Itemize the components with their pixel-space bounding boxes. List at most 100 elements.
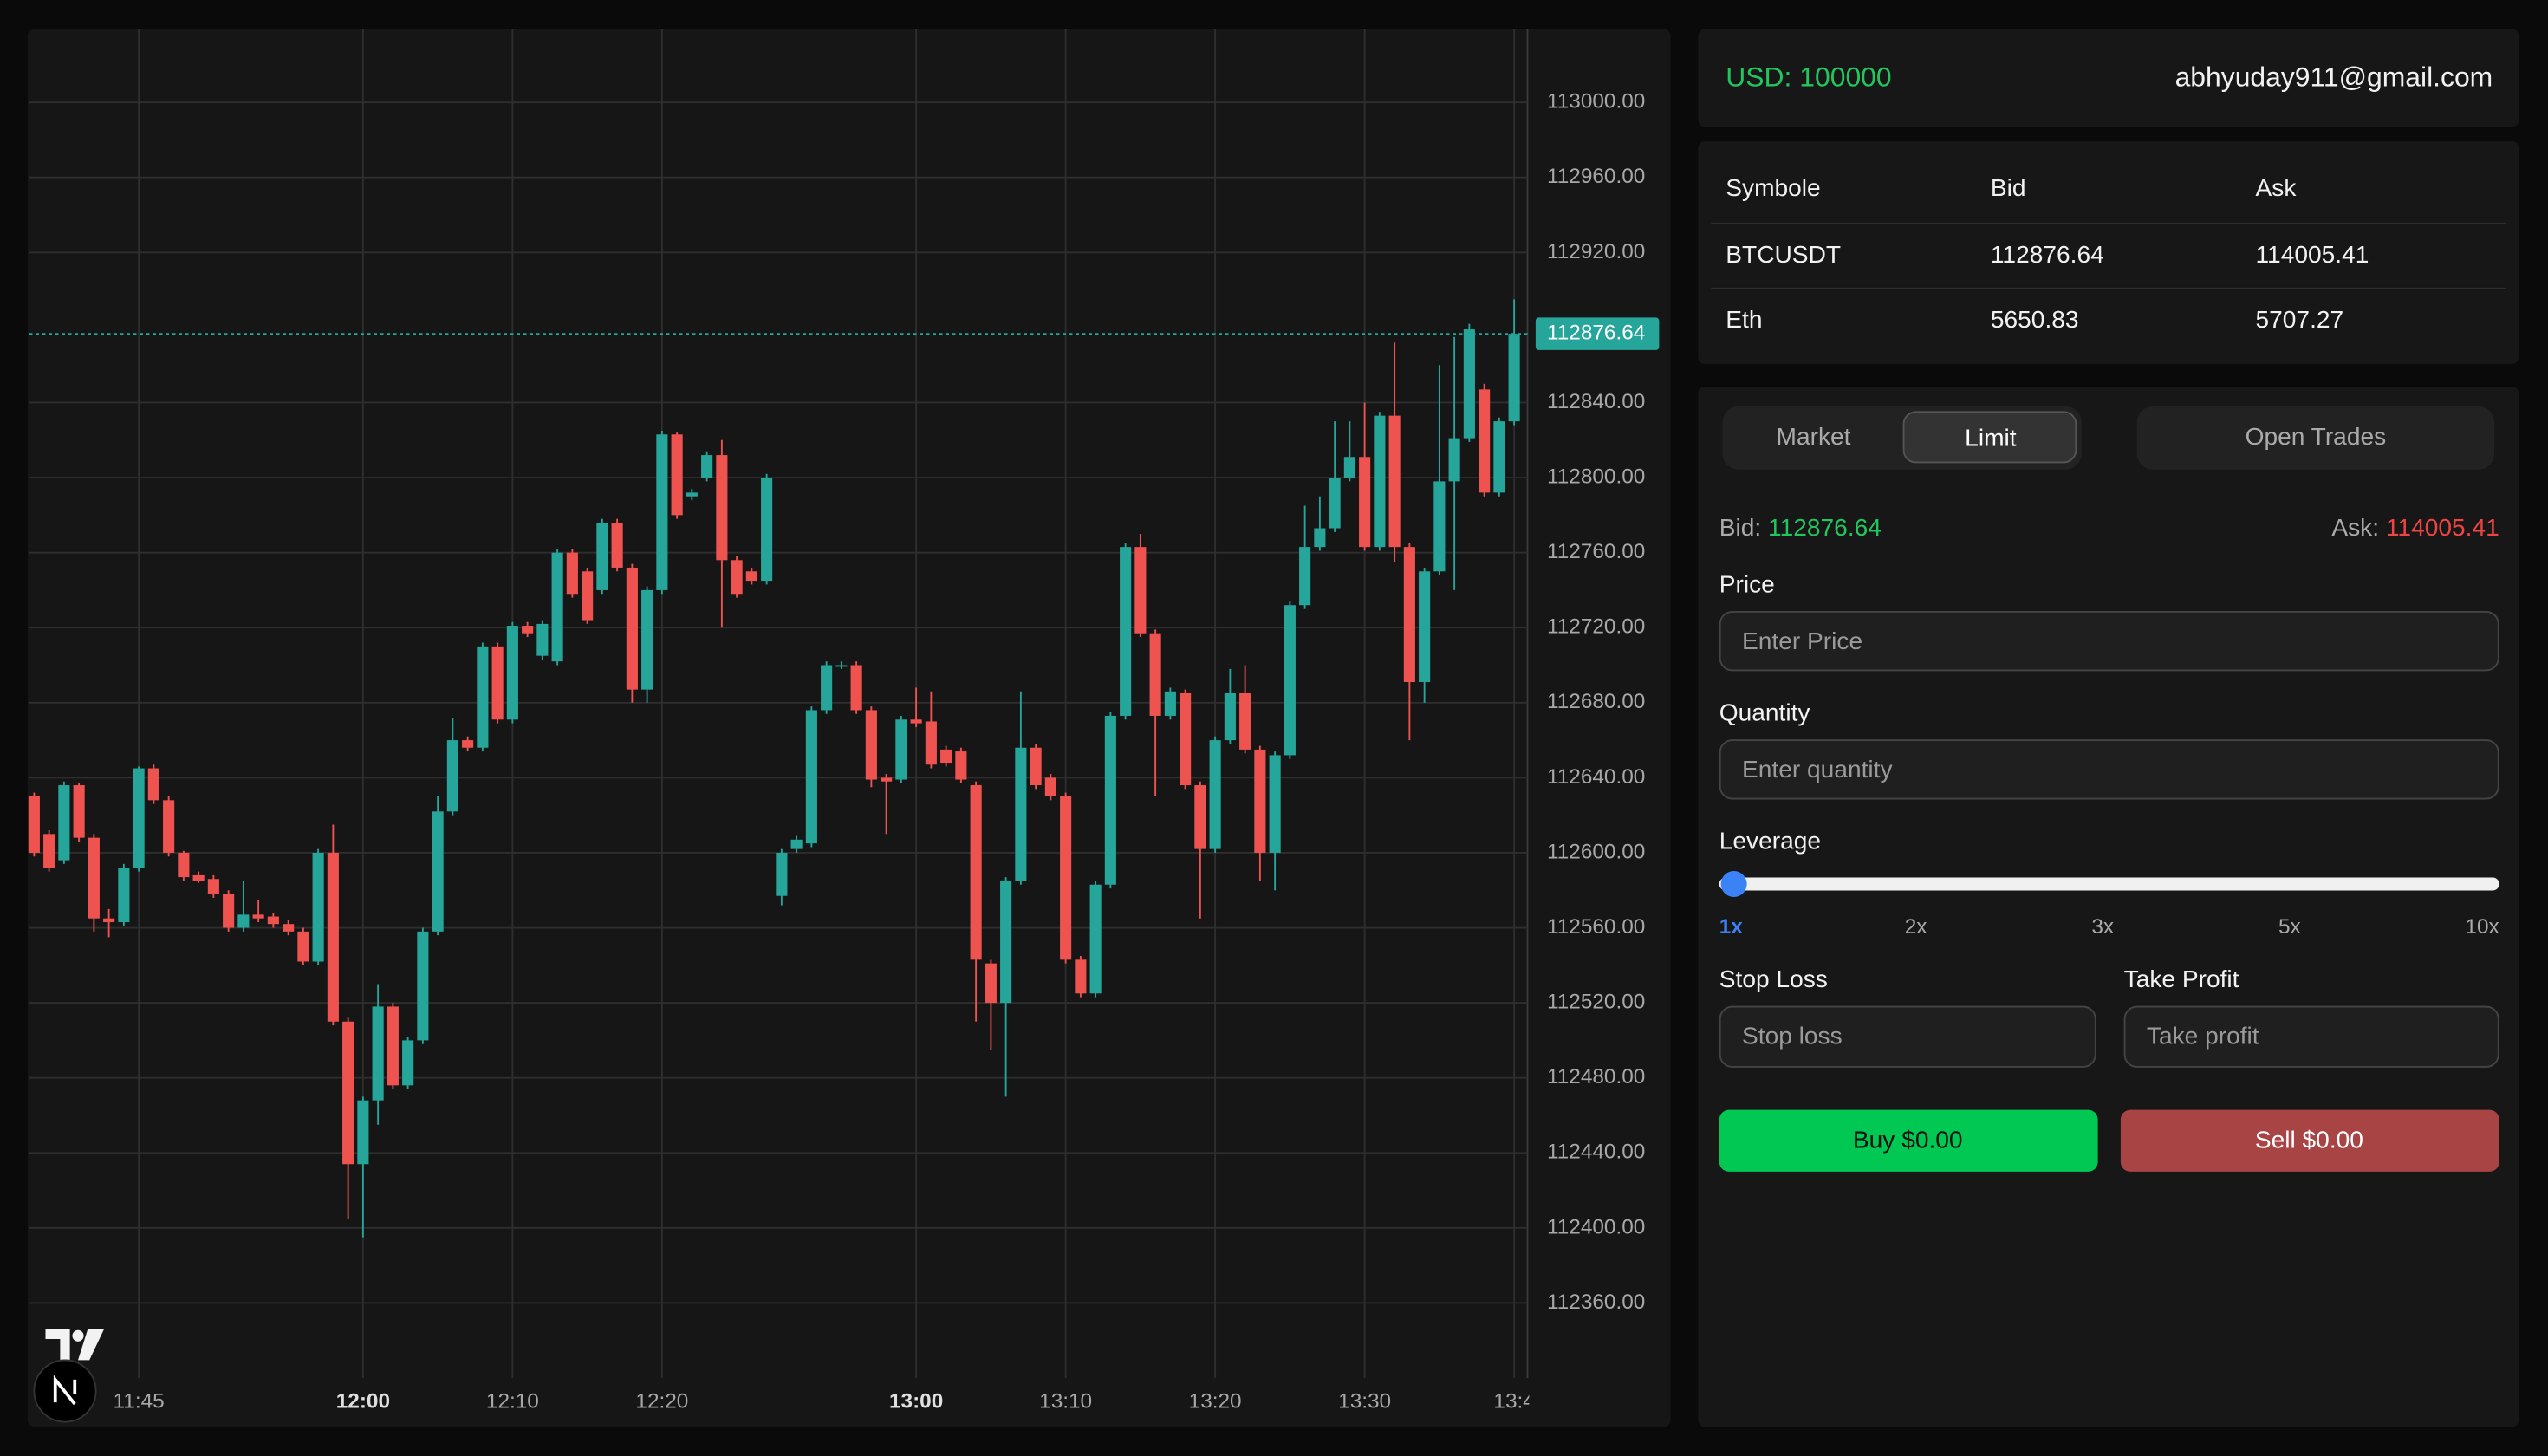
candle-body — [566, 552, 578, 595]
candle-body — [731, 560, 743, 595]
leverage-thumb[interactable] — [1720, 871, 1747, 897]
candle-body — [656, 434, 668, 590]
y-tick-label: 112560.00 — [1547, 915, 1645, 939]
leverage-mark[interactable]: 1x — [1719, 913, 1743, 939]
sell-button[interactable]: Sell $0.00 — [2120, 1109, 2499, 1172]
candle-body — [477, 646, 489, 748]
candle-body — [1194, 785, 1206, 849]
bid: Bid: 112876.64 — [1719, 514, 1882, 542]
tab-label: Market — [1776, 423, 1851, 452]
candle-body — [207, 879, 219, 894]
candle-body — [297, 931, 309, 962]
leverage-track[interactable] — [1719, 877, 2499, 891]
ask-label: Ask: — [2331, 514, 2380, 543]
tradingview-logo — [45, 1329, 104, 1361]
candle-body — [536, 623, 549, 656]
candle-body — [357, 1100, 369, 1165]
price-input[interactable]: Enter Price — [1719, 611, 2499, 672]
y-tick-label: 112800.00 — [1547, 465, 1645, 488]
table-cell[interactable]: BTCUSDT — [1726, 241, 1842, 270]
candle-body — [432, 811, 444, 932]
grid — [29, 29, 1528, 1378]
candle-body — [1134, 547, 1147, 634]
ask: Ask: 114005.41 — [2331, 514, 2499, 542]
buy-button[interactable]: Buy $0.00 — [1719, 1109, 2098, 1172]
candle-body — [192, 874, 205, 881]
candle-body — [446, 740, 458, 812]
table-cell[interactable]: Eth — [1726, 306, 1763, 335]
candle-body — [940, 749, 952, 764]
email: abhyuday911@gmail.com — [2174, 62, 2493, 93]
open-trades-button[interactable]: Open Trades — [2136, 406, 2495, 470]
candle-body — [342, 1021, 354, 1165]
candle-body — [910, 719, 922, 724]
tab[interactable]: Market — [1727, 411, 1900, 463]
y-tick-label: 112920.00 — [1547, 240, 1645, 263]
candle-body — [1359, 457, 1371, 548]
candle-body — [835, 665, 848, 667]
candle-body — [73, 785, 85, 838]
ask-value: 114005.41 — [2385, 514, 2499, 543]
candle-body — [970, 785, 982, 960]
y-tick-label: 112520.00 — [1547, 991, 1645, 1014]
candle-body — [178, 852, 190, 878]
leverage-mark[interactable]: 2x — [1904, 913, 1927, 939]
candle-body — [133, 768, 145, 868]
candle-body — [1164, 691, 1176, 716]
candle-body — [925, 721, 937, 765]
take-profit-input[interactable]: Take profit — [2123, 1005, 2499, 1068]
candle-body — [372, 1006, 384, 1101]
candle-body — [491, 646, 504, 720]
candle-body — [671, 434, 683, 516]
row-divider — [1711, 287, 2506, 289]
candle-body — [1403, 547, 1415, 682]
candle-body — [1479, 389, 1491, 493]
candle-body — [147, 768, 159, 801]
candle-body — [1329, 478, 1341, 529]
y-tick-label: 112640.00 — [1547, 765, 1645, 789]
tab[interactable]: Limit — [1902, 411, 2077, 464]
y-tick-label: 112760.00 — [1547, 540, 1645, 563]
x-tick-label: 11:45 — [114, 1390, 165, 1414]
candle-body — [1089, 884, 1102, 994]
table-cell: 114005.41 — [2255, 241, 2369, 270]
candle-body — [1149, 633, 1161, 716]
candle-body — [522, 626, 534, 634]
y-tick-label: 112360.00 — [1547, 1290, 1645, 1314]
x-tick-label: 12:20 — [635, 1390, 688, 1414]
candle-body — [821, 665, 833, 711]
leverage-mark[interactable]: 3x — [2091, 913, 2115, 939]
stop-loss-input[interactable]: Stop loss — [1719, 1005, 2096, 1068]
placeholder: Stop loss — [1742, 1023, 1843, 1051]
candle-body — [611, 523, 623, 568]
candle-body — [1284, 605, 1296, 756]
y-tick-label: 113000.00 — [1547, 90, 1645, 114]
candle-body — [1299, 547, 1311, 606]
quantity-input[interactable]: Enter quantity — [1719, 739, 2499, 800]
table-header: Symbole — [1726, 174, 1821, 203]
candle-body — [417, 931, 429, 1041]
candle-body — [1044, 777, 1056, 797]
leverage-mark[interactable]: 10x — [2465, 913, 2499, 939]
table-cell: 5707.27 — [2255, 306, 2344, 335]
candle-body — [985, 963, 997, 1004]
candle-body — [462, 740, 474, 748]
axis-labels: 112360.00 112400.00 112440.00 112480.00 1125… — [114, 90, 1660, 1414]
candle-body — [1180, 692, 1192, 786]
candle-body — [1314, 528, 1326, 548]
field-label: Leverage — [1719, 828, 1822, 856]
candle-body — [237, 914, 250, 928]
leverage-mark[interactable]: 5x — [2278, 913, 2301, 939]
candle-body — [283, 924, 295, 932]
candle-body — [1343, 457, 1355, 478]
y-tick-label: 112680.00 — [1547, 690, 1645, 713]
candle-body — [506, 626, 518, 720]
candle-body — [716, 455, 728, 561]
dev-indicator — [33, 1359, 97, 1423]
balance: USD: 100000 — [1726, 62, 1892, 93]
candle-body — [881, 777, 893, 782]
logo-part — [78, 1329, 104, 1361]
